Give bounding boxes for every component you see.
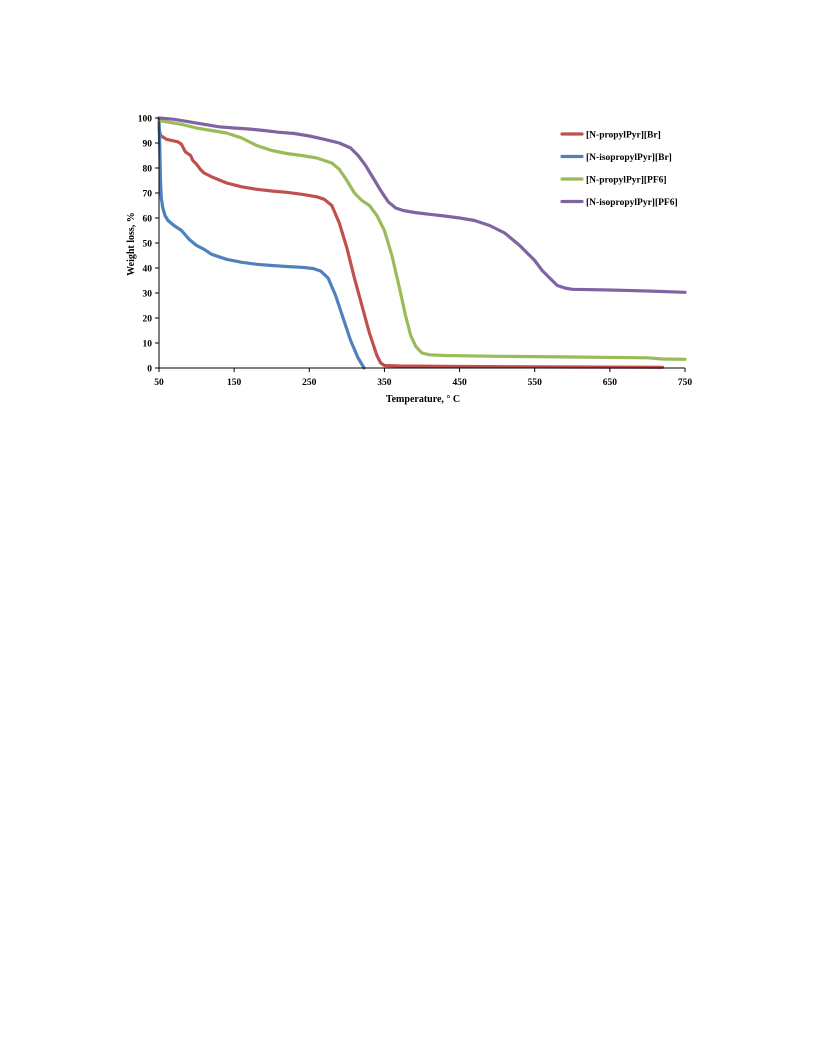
chart-figure: 0 10 20 30 40 50 60 70 80 90 100 50 150 250 350 450 550 6…: [0, 0, 816, 430]
axes: 0 10 20 30 40 50 60 70 80 90 100 50 150 250 350 450 550 6…: [138, 115, 693, 389]
series-line-2: [157, 116, 366, 370]
legend-label-4: [N-isopropylPyr][PF6]: [586, 198, 678, 208]
y-axis-title: Weight loss, %: [126, 212, 137, 276]
legend-label-2: [N-isopropylPyr][Br]: [586, 153, 672, 163]
series-line-4: [157, 116, 687, 294]
y-tick-label: 30: [143, 290, 153, 300]
x-axis-title: Temperature, ° C: [386, 394, 460, 405]
legend: [N-propylPyr][Br] [N-isopropylPyr][Br] [N-…: [560, 131, 678, 208]
y-tick-label: 70: [143, 190, 153, 200]
y-tick-label: 50: [143, 240, 153, 250]
y-tick-label: 90: [143, 140, 153, 150]
legend-label-3: [N-propylPyr][PF6]: [586, 176, 667, 186]
x-tick-label: 150: [227, 378, 242, 388]
y-tick-label: 80: [143, 165, 153, 175]
x-tick-label: 650: [603, 378, 618, 388]
x-tick-label: 550: [528, 378, 543, 388]
y-tick-label: 100: [138, 115, 153, 125]
y-tick-label: 60: [143, 215, 153, 225]
series-line-3: [157, 118, 687, 361]
y-tick-label: 40: [143, 265, 153, 275]
chart-svg: 0 10 20 30 40 50 60 70 80 90 100 50 150 250 350 450 550 6…: [126, 115, 693, 406]
x-tick-label: 50: [154, 378, 164, 388]
y-tick-label: 20: [143, 315, 153, 325]
y-tick-label: 10: [143, 340, 153, 350]
plot-area: [157, 116, 687, 370]
x-tick-label: 750: [678, 378, 693, 388]
series-line-1: [157, 126, 665, 369]
x-tick-label: 450: [452, 378, 467, 388]
legend-label-1: [N-propylPyr][Br]: [586, 131, 661, 141]
x-tick-label: 350: [377, 378, 392, 388]
x-tick-label: 250: [302, 378, 317, 388]
y-tick-label: 0: [147, 365, 152, 375]
